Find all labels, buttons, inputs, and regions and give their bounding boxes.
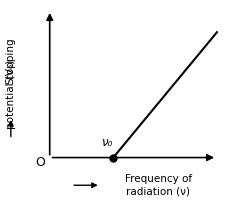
Text: O: O — [35, 156, 45, 169]
Text: radiation (ν): radiation (ν) — [126, 186, 189, 196]
Text: Frequency of: Frequency of — [124, 174, 191, 184]
Text: potential (V₀): potential (V₀) — [6, 59, 16, 128]
Text: ν₀: ν₀ — [101, 136, 113, 149]
Text: Stopping: Stopping — [6, 37, 16, 84]
